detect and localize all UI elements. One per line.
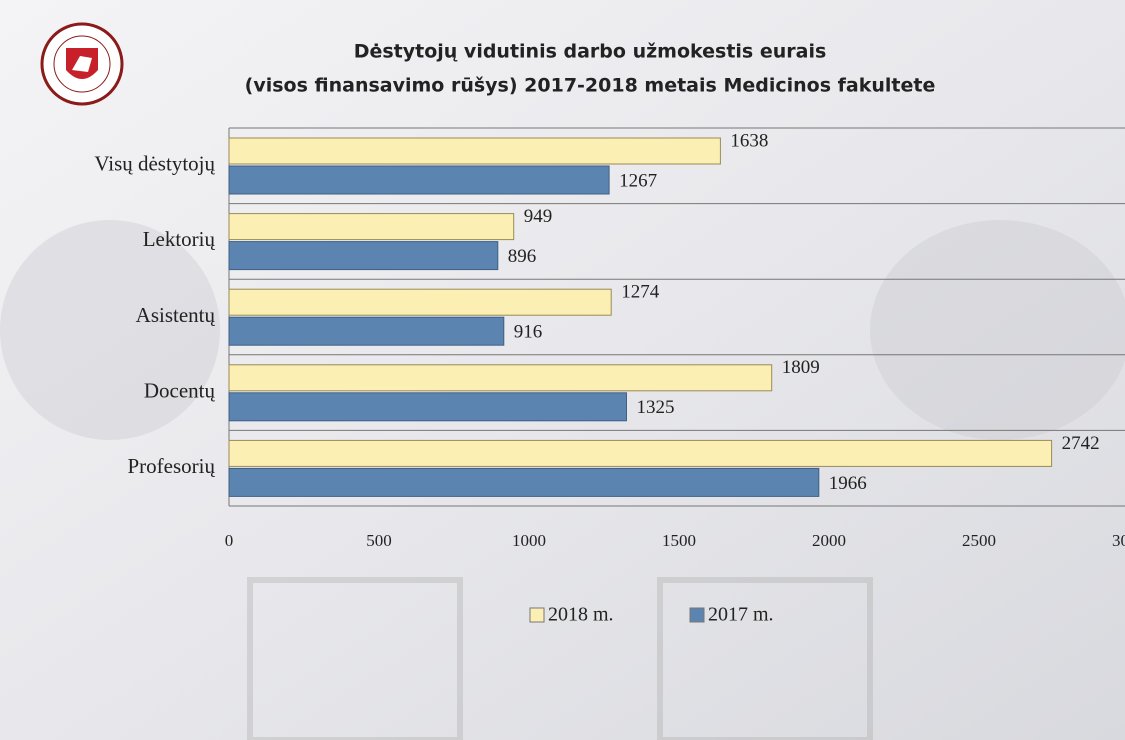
data-label: 2742 xyxy=(1062,433,1100,454)
bar xyxy=(229,365,772,391)
bar xyxy=(229,166,609,194)
x-tick-label: 3000 xyxy=(1112,531,1125,550)
legend-label: 2018 m. xyxy=(548,604,614,626)
y-tick-label: Profesorių xyxy=(128,454,216,478)
y-tick-label: Asistentų xyxy=(136,303,216,327)
y-tick-label: Lektorių xyxy=(143,227,216,251)
data-label: 1325 xyxy=(637,397,675,418)
bar xyxy=(229,289,611,315)
data-label: 1638 xyxy=(730,130,768,151)
bar xyxy=(229,242,498,270)
x-tick-label: 2500 xyxy=(962,531,996,550)
x-tick-label: 1500 xyxy=(662,531,696,550)
bar xyxy=(229,317,504,345)
logo xyxy=(42,24,122,104)
data-label: 949 xyxy=(524,206,553,227)
data-label: 916 xyxy=(514,322,543,343)
x-tick-label: 2000 xyxy=(812,531,846,550)
y-tick-label: Visų dėstytojų xyxy=(94,152,215,176)
x-tick-label: 1000 xyxy=(512,531,546,550)
legend-swatch xyxy=(690,608,704,622)
data-label: 1274 xyxy=(621,282,660,303)
chart: Dėstytojų vidutinis darbo užmokestis eur… xyxy=(0,0,1125,740)
y-tick-label: Docentų xyxy=(144,378,216,402)
chart-title: Dėstytojų vidutinis darbo užmokestis eur… xyxy=(354,41,827,63)
bar xyxy=(229,393,627,421)
x-tick-label: 500 xyxy=(366,531,392,550)
bar xyxy=(229,138,720,164)
x-tick-label: 0 xyxy=(225,531,234,550)
bar xyxy=(229,440,1052,466)
data-label: 1267 xyxy=(619,170,657,191)
data-label: 1809 xyxy=(782,357,820,378)
data-label: 1966 xyxy=(829,473,867,494)
legend-swatch xyxy=(530,608,544,622)
chart-title: (visos finansavimo rūšys) 2017-2018 meta… xyxy=(245,75,936,97)
bar xyxy=(229,214,514,240)
bar xyxy=(229,468,819,496)
data-label: 896 xyxy=(508,246,537,267)
legend-label: 2017 m. xyxy=(708,604,774,626)
